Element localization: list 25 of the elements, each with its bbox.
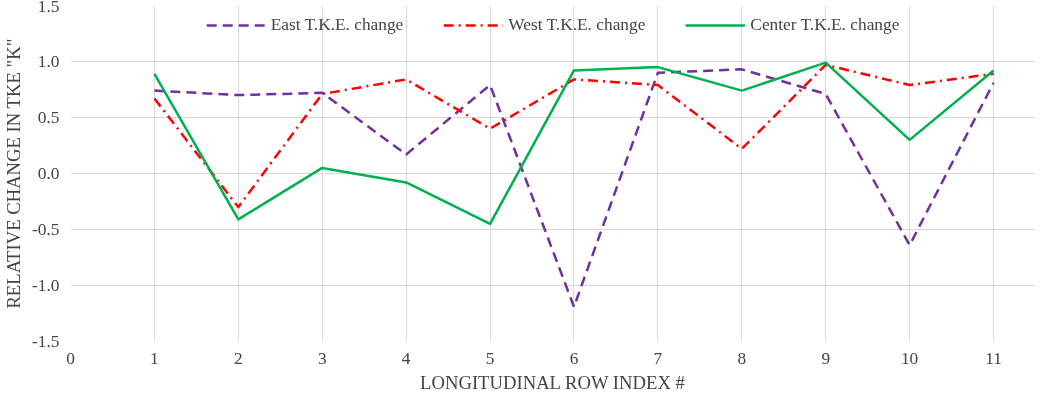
x-tick-label: 2 [233, 348, 243, 368]
x-tick-label: 5 [485, 348, 495, 368]
x-tick-label: 10 [900, 348, 919, 368]
legend-label: West T.K.E. change [508, 15, 646, 35]
x-tick-label: 7 [653, 348, 663, 368]
x-tick-label: 9 [821, 348, 831, 368]
y-tick-label: -1.0 [32, 276, 60, 295]
x-axis-title: LONGITUDINAL ROW INDEX # [420, 371, 685, 393]
y-tick-label: -0.5 [32, 220, 60, 239]
legend-label: East T.K.E. change [270, 15, 404, 35]
x-tick-label: 6 [569, 348, 579, 368]
x-tick-label: 0 [66, 348, 75, 368]
y-tick-label: 1.0 [37, 52, 60, 71]
x-tick-label: 8 [737, 348, 747, 368]
x-tick-label: 4 [401, 348, 411, 368]
x-tick-label: 3 [317, 348, 327, 368]
line-series [153, 68, 995, 309]
x-tick-label: 11 [985, 348, 1002, 368]
y-tick-label: 1.5 [37, 0, 60, 16]
legend-label: Center T.K.E. change [750, 15, 900, 35]
y-tick-label: 0.5 [37, 108, 60, 127]
y-axis-title: RELATIVE CHANGE IN TKE "K" [3, 38, 25, 309]
y-tick-label: -1.5 [32, 332, 60, 351]
x-tick-label: 1 [150, 348, 159, 368]
y-tick-label: 0.0 [37, 164, 60, 183]
